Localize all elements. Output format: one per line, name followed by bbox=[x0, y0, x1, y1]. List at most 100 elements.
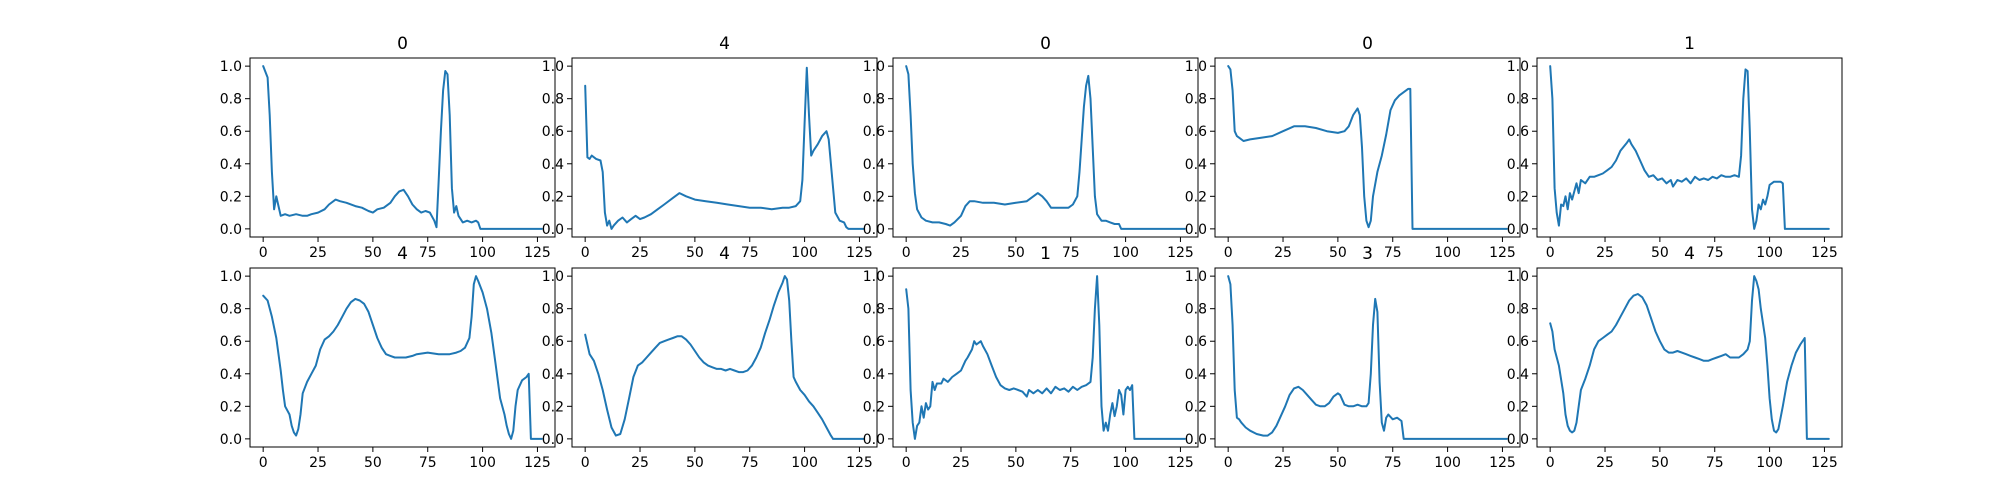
series-line bbox=[905, 275, 1186, 440]
series-line bbox=[1549, 275, 1830, 440]
axes-frame bbox=[1536, 267, 1843, 448]
y-tick-label: 0.4 bbox=[220, 367, 242, 383]
x-tick-label: 0 bbox=[581, 455, 590, 471]
y-tick-label: 0.4 bbox=[863, 367, 885, 383]
x-tick-label: 75 bbox=[741, 245, 759, 261]
y-tick-label: 0.6 bbox=[1185, 124, 1207, 140]
x-tick-label: 75 bbox=[419, 245, 437, 261]
y-tick-label: 1.0 bbox=[863, 59, 885, 75]
x-tick-label: 0 bbox=[581, 245, 590, 261]
y-tick-label: 1.0 bbox=[1507, 269, 1529, 285]
x-tick-label: 100 bbox=[1756, 455, 1783, 471]
y-tick-label: 0.2 bbox=[1507, 399, 1529, 415]
x-tick-label: 125 bbox=[1489, 245, 1516, 261]
x-tick-label: 100 bbox=[1112, 455, 1139, 471]
x-tick-label: 100 bbox=[1756, 245, 1783, 261]
series-line bbox=[1227, 275, 1508, 440]
y-tick-label: 0.8 bbox=[1185, 92, 1207, 108]
x-tick-label: 75 bbox=[419, 455, 437, 471]
axes-frame bbox=[249, 267, 556, 448]
panel-title: 3 bbox=[1362, 244, 1373, 264]
x-tick-label: 50 bbox=[364, 245, 382, 261]
axes-frame bbox=[892, 57, 1199, 238]
series-line bbox=[905, 65, 1186, 230]
x-tick-label: 125 bbox=[846, 245, 873, 261]
panel-title: 1 bbox=[1040, 244, 1051, 264]
y-tick-label: 0.0 bbox=[863, 432, 885, 448]
x-tick-label: 75 bbox=[1384, 245, 1402, 261]
y-tick-label: 0.8 bbox=[220, 92, 242, 108]
x-tick-label: 100 bbox=[1112, 245, 1139, 261]
y-tick-label: 0.8 bbox=[1507, 302, 1529, 318]
y-tick-label: 0.6 bbox=[220, 334, 242, 350]
x-tick-label: 75 bbox=[1062, 455, 1080, 471]
x-tick-label: 125 bbox=[1167, 245, 1194, 261]
x-tick-label: 25 bbox=[1274, 245, 1292, 261]
y-tick-label: 0.4 bbox=[220, 157, 242, 173]
y-tick-label: 0.0 bbox=[1185, 432, 1207, 448]
x-tick-label: 50 bbox=[1651, 455, 1669, 471]
y-tick-label: 0.6 bbox=[220, 124, 242, 140]
series-line bbox=[1549, 65, 1830, 230]
y-tick-label: 1.0 bbox=[542, 269, 564, 285]
y-tick-label: 0.6 bbox=[1507, 334, 1529, 350]
y-tick-label: 0.4 bbox=[542, 367, 564, 383]
x-tick-label: 25 bbox=[1596, 245, 1614, 261]
y-tick-label: 0.8 bbox=[220, 302, 242, 318]
y-tick-label: 0.6 bbox=[1185, 334, 1207, 350]
y-tick-label: 0.0 bbox=[542, 432, 564, 448]
panel-1: 4 0 25 50 75 100 125 0.0 0.2 0.4 0.6 0.8 1.0 bbox=[542, 34, 878, 261]
y-tick-label: 0.2 bbox=[1507, 189, 1529, 205]
y-tick-label: 0.4 bbox=[542, 157, 564, 173]
y-tick-label: 0.2 bbox=[1185, 399, 1207, 415]
y-tick-label: 0.6 bbox=[863, 124, 885, 140]
panel-title: 0 bbox=[1362, 34, 1373, 54]
x-tick-label: 0 bbox=[1546, 455, 1555, 471]
y-tick-label: 0.6 bbox=[863, 334, 885, 350]
y-tick-label: 0.8 bbox=[542, 92, 564, 108]
axes-frame bbox=[1214, 57, 1521, 238]
x-tick-label: 25 bbox=[309, 245, 327, 261]
panel-title: 4 bbox=[1684, 244, 1695, 264]
y-tick-label: 0.8 bbox=[1507, 92, 1529, 108]
axes-frame bbox=[571, 267, 878, 448]
x-tick-label: 100 bbox=[1434, 245, 1461, 261]
x-tick-label: 50 bbox=[686, 245, 704, 261]
axes-frame bbox=[1536, 57, 1843, 238]
panel-0: 0 0 25 50 75 100 125 0.0 0.2 0.4 0.6 0.8 1.0 bbox=[220, 34, 556, 261]
series-line bbox=[584, 66, 865, 230]
x-tick-label: 125 bbox=[524, 455, 551, 471]
axes-frame bbox=[249, 57, 556, 238]
series-line bbox=[262, 65, 543, 230]
y-tick-label: 0.6 bbox=[1507, 124, 1529, 140]
x-tick-label: 125 bbox=[1811, 455, 1838, 471]
x-tick-label: 0 bbox=[259, 455, 268, 471]
x-tick-label: 50 bbox=[364, 455, 382, 471]
y-tick-label: 0.0 bbox=[1185, 222, 1207, 238]
y-tick-label: 0.4 bbox=[1507, 157, 1529, 173]
x-tick-label: 25 bbox=[631, 245, 649, 261]
y-tick-label: 1.0 bbox=[542, 59, 564, 75]
y-tick-label: 0.0 bbox=[220, 222, 242, 238]
x-tick-label: 25 bbox=[952, 455, 970, 471]
y-tick-label: 0.4 bbox=[863, 157, 885, 173]
panel-title: 0 bbox=[397, 34, 408, 54]
y-tick-label: 0.2 bbox=[863, 189, 885, 205]
panel-3: 0 0 25 50 75 100 125 0.0 0.2 0.4 0.6 0.8 1.0 bbox=[1185, 34, 1521, 261]
y-tick-label: 0.4 bbox=[1507, 367, 1529, 383]
x-tick-label: 25 bbox=[309, 455, 327, 471]
y-tick-label: 0.6 bbox=[542, 334, 564, 350]
panel-4: 1 0 25 50 75 100 125 0.0 0.2 0.4 0.6 0.8 1.0 bbox=[1507, 34, 1843, 261]
y-tick-label: 0.2 bbox=[1185, 189, 1207, 205]
x-tick-label: 100 bbox=[469, 455, 496, 471]
y-tick-label: 0.0 bbox=[542, 222, 564, 238]
panel-8: 3 0 25 50 75 100 125 0.0 0.2 0.4 0.6 0.8 1.0 bbox=[1185, 244, 1521, 471]
y-tick-label: 0.2 bbox=[220, 399, 242, 415]
series-line bbox=[584, 275, 865, 440]
x-tick-label: 50 bbox=[1651, 245, 1669, 261]
panel-6: 4 0 25 50 75 100 125 0.0 0.2 0.4 0.6 0.8 1.0 bbox=[542, 244, 878, 471]
x-tick-label: 25 bbox=[1596, 455, 1614, 471]
axes-frame bbox=[1214, 267, 1521, 448]
axes-frame bbox=[571, 57, 878, 238]
